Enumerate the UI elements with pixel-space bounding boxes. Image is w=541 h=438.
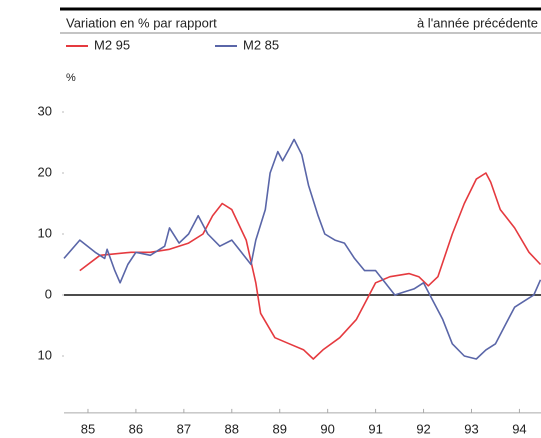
y-tick-label: 10 xyxy=(38,225,52,240)
x-tick-label: 94 xyxy=(512,421,526,436)
chart-title: Variation en % par rapport xyxy=(66,15,217,30)
y-tick-label: 0 xyxy=(45,286,52,301)
legend-label: M2 95 xyxy=(94,37,130,52)
y-tick-label: 20 xyxy=(38,164,52,179)
series-line xyxy=(63,138,541,360)
x-tick-label: 90 xyxy=(320,421,334,436)
series-line xyxy=(79,172,541,360)
x-tick-label: 88 xyxy=(225,421,239,436)
x-tick-label: 92 xyxy=(416,421,430,436)
x-tick-label: 86 xyxy=(129,421,143,436)
x-tick-label: 91 xyxy=(368,421,382,436)
chart-subtitle: à l'année précédente xyxy=(417,15,538,30)
y-tick-label: 10 xyxy=(38,347,52,362)
x-tick-label: 93 xyxy=(464,421,478,436)
y-tick-label: 30 xyxy=(38,103,52,118)
legend-label: M2 85 xyxy=(243,37,279,52)
y-axis-label: % xyxy=(66,72,76,84)
x-tick-label: 85 xyxy=(81,421,95,436)
x-tick-label: 87 xyxy=(177,421,191,436)
x-tick-label: 89 xyxy=(272,421,286,436)
